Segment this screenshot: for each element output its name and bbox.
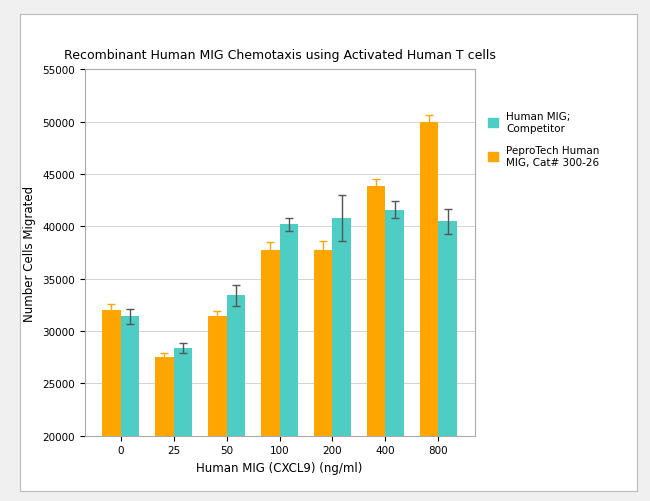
Bar: [385, 210, 404, 501]
Title: Recombinant Human MIG Chemotaxis using Activated Human T cells: Recombinant Human MIG Chemotaxis using A…: [64, 49, 495, 62]
Bar: [438, 221, 457, 501]
Bar: [314, 251, 332, 501]
Bar: [280, 225, 298, 501]
Bar: [261, 251, 280, 501]
Bar: [155, 358, 174, 501]
Bar: [227, 296, 245, 501]
Bar: [367, 186, 385, 501]
Bar: [332, 218, 351, 501]
Legend: Human MIG;
Competitor, PeproTech Human
MIG, Cat# 300-26: Human MIG; Competitor, PeproTech Human M…: [488, 112, 600, 167]
X-axis label: Human MIG (CXCL9) (ng/ml): Human MIG (CXCL9) (ng/ml): [196, 461, 363, 474]
Y-axis label: Number Cells Migrated: Number Cells Migrated: [23, 185, 36, 321]
Bar: [121, 317, 139, 501]
Bar: [102, 311, 121, 501]
Bar: [420, 122, 438, 501]
Bar: [208, 317, 227, 501]
Bar: [174, 348, 192, 501]
